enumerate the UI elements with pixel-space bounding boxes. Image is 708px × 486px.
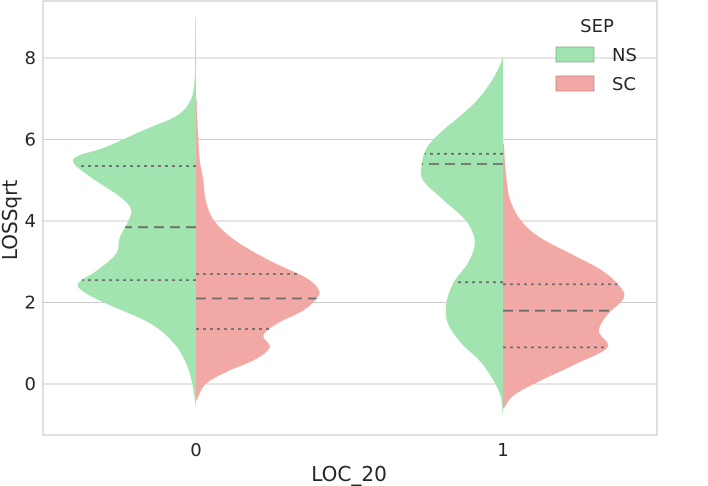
x-tick-label: 0 xyxy=(190,440,201,461)
y-tick-label: 0 xyxy=(25,374,36,395)
x-axis-label: LOC_20 xyxy=(311,462,387,486)
violin-sc-0 xyxy=(196,98,320,401)
y-tick-label: 8 xyxy=(25,48,36,69)
quartile-lines xyxy=(76,152,618,349)
y-tick-labels: 0 2 4 6 8 xyxy=(25,48,36,395)
y-axis-label: LOSSqrt xyxy=(0,180,22,260)
legend-swatch-sc xyxy=(555,75,595,92)
violin-ns-1 xyxy=(420,58,503,415)
x-tick-label: 1 xyxy=(497,440,508,461)
legend-label-ns: NS xyxy=(612,45,637,66)
violins xyxy=(72,17,625,415)
y-tick-label: 2 xyxy=(25,293,36,314)
violin-sc-1 xyxy=(503,143,625,409)
legend-swatch-ns xyxy=(555,46,595,63)
y-tick-label: 4 xyxy=(25,211,36,232)
legend: SEP NS SC xyxy=(555,16,637,95)
legend-title: SEP xyxy=(580,16,614,37)
violin-ns-0 xyxy=(72,17,196,407)
legend-label-sc: SC xyxy=(612,74,636,95)
y-tick-label: 6 xyxy=(25,130,36,151)
